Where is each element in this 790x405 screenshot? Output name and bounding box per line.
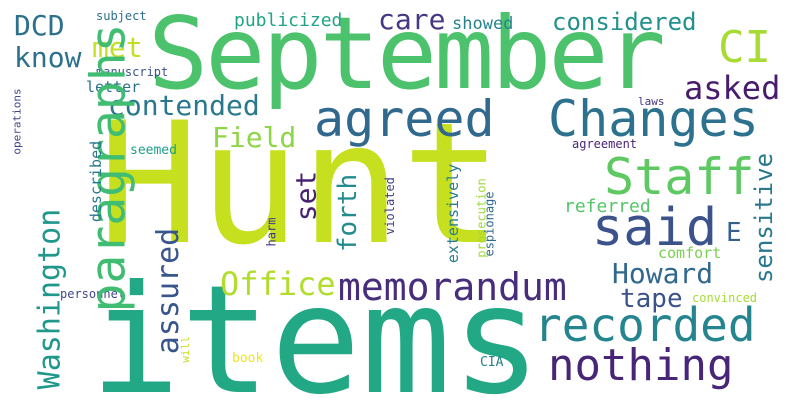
word: nothing — [548, 340, 734, 391]
word: DCD — [14, 9, 65, 42]
word: manuscript — [96, 65, 169, 79]
word: considered — [552, 8, 697, 36]
word: CIA — [480, 355, 504, 370]
word: espionage — [482, 191, 497, 257]
word: September — [148, 0, 666, 112]
word: care — [378, 3, 446, 36]
word: operations — [10, 88, 24, 155]
word: tape — [620, 284, 683, 314]
word: items — [90, 254, 542, 405]
word: extensively — [444, 163, 463, 264]
word: Office — [220, 265, 336, 303]
word: laws — [638, 95, 665, 108]
word: met — [92, 31, 143, 64]
word: sensitive — [750, 152, 779, 284]
word: showed — [452, 14, 514, 34]
word: harm — [264, 217, 279, 247]
word: asked — [684, 69, 781, 107]
word: forth — [333, 173, 364, 253]
word: memorandum — [338, 265, 567, 309]
word: Hunt — [98, 86, 503, 282]
word: know — [14, 41, 82, 74]
word: book — [232, 351, 264, 366]
word: CI — [718, 22, 771, 73]
word: publicized — [234, 10, 343, 31]
word: agreement — [572, 137, 638, 151]
word: letter — [86, 78, 141, 96]
word: comfort — [658, 244, 722, 262]
word: described — [87, 140, 106, 223]
word: contended — [108, 89, 260, 122]
word: referred — [564, 196, 651, 217]
word: seemed — [130, 143, 177, 158]
word: said — [592, 198, 718, 258]
word: Field — [212, 121, 297, 154]
word: Howard — [612, 257, 714, 290]
word: violated — [382, 177, 397, 235]
word: convinced — [692, 291, 758, 305]
word: Changes — [548, 90, 759, 148]
word: E — [726, 218, 742, 248]
word: personnel — [60, 287, 126, 301]
word: agreed — [314, 90, 495, 148]
word: Staff — [604, 148, 755, 206]
word: will — [178, 336, 192, 363]
word: set — [289, 170, 323, 222]
word: assured — [151, 227, 187, 355]
word: Washington — [32, 208, 68, 390]
word: recorded — [534, 298, 756, 352]
word: subject — [96, 9, 147, 23]
